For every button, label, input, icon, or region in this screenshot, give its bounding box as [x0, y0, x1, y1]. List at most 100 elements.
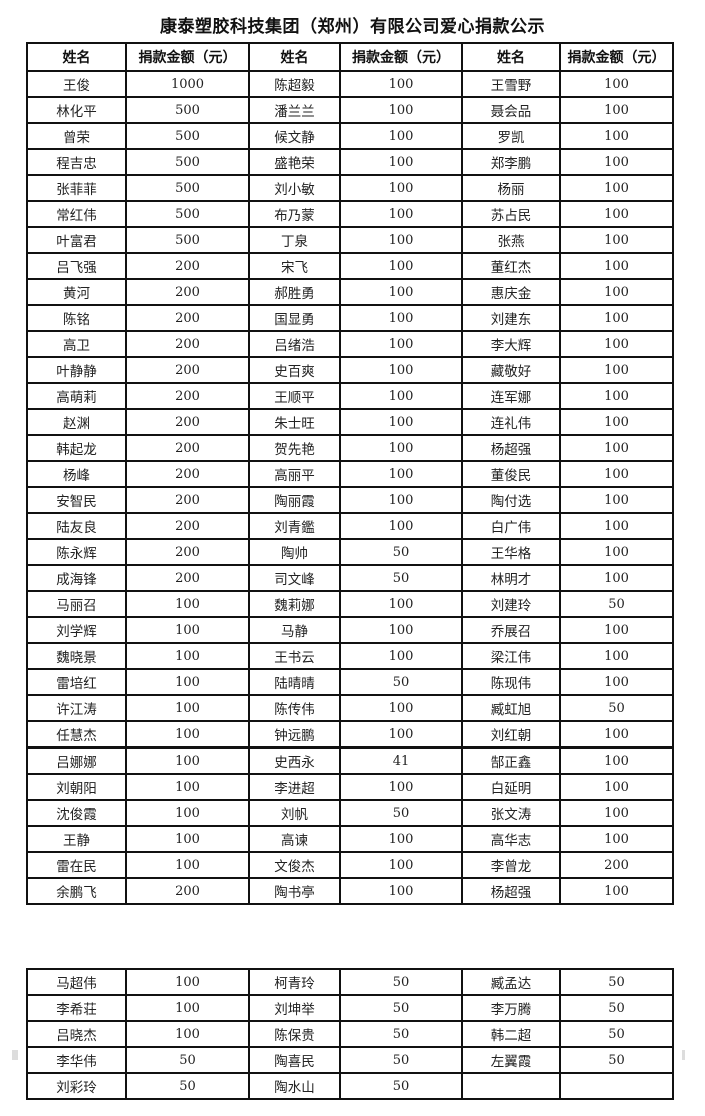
donation-amount-cell: 100 [559, 642, 674, 670]
donation-amount-cell: 100 [125, 616, 250, 644]
donor-name-cell: 王雪野 [461, 70, 561, 98]
donation-amount-cell: 100 [339, 408, 463, 436]
donation-amount-cell: 100 [559, 877, 674, 905]
donation-amount-cell: 200 [125, 486, 250, 514]
donor-name-cell: 吕绪浩 [248, 330, 341, 358]
donor-name-cell: 朱士旺 [248, 408, 341, 436]
donation-amount-cell: 200 [125, 434, 250, 462]
donor-name-cell: 藏敬好 [461, 356, 561, 384]
donation-amount-cell: 100 [339, 252, 463, 280]
donor-name-cell: 刘坤举 [248, 994, 341, 1022]
donation-amount-cell: 100 [559, 668, 674, 696]
donor-name-cell: 潘兰兰 [248, 96, 341, 124]
table-row: 王静 100 高谏 100 高华志 100 [26, 825, 674, 853]
table-row: 林化平 500 潘兰兰 100 聂会品 100 [26, 96, 674, 124]
donation-amount-cell: 100 [339, 122, 463, 150]
donor-name-cell: 文俊杰 [248, 851, 341, 879]
donation-amount-cell: 100 [339, 226, 463, 254]
donation-amount-cell: 100 [559, 148, 674, 176]
donation-amount-cell: 100 [559, 330, 674, 358]
donation-amount-cell: 50 [125, 1046, 250, 1074]
donor-name-cell: 王华格 [461, 538, 561, 566]
donor-name-cell: 张燕 [461, 226, 561, 254]
donation-amount-cell: 100 [339, 356, 463, 384]
donation-amount-cell: 100 [339, 460, 463, 488]
donation-amount-cell: 200 [125, 564, 250, 592]
donor-name-cell: 董红杰 [461, 252, 561, 280]
donor-name-cell: 马丽召 [26, 590, 127, 618]
donation-amount-cell: 50 [339, 1020, 463, 1048]
donor-name-cell: 惠庆金 [461, 278, 561, 306]
donation-amount-cell: 100 [125, 799, 250, 827]
donation-amount-cell: 100 [339, 851, 463, 879]
donor-name-cell: 杨超强 [461, 877, 561, 905]
donation-amount-cell: 200 [125, 512, 250, 540]
donor-name-cell: 王书云 [248, 642, 341, 670]
donor-name-cell: 曾荣 [26, 122, 127, 150]
table-row: 沈俊霞 100 刘帆 50 张文涛 100 [26, 799, 674, 827]
table-row: 吕晓杰 100 陈保贵 50 韩二超 50 [26, 1020, 674, 1048]
donation-amount-cell: 50 [559, 694, 674, 722]
donor-name-cell: 陆晴晴 [248, 668, 341, 696]
donor-name-cell: 陈铭 [26, 304, 127, 332]
donor-name-cell: 布乃蒙 [248, 200, 341, 228]
donor-name-cell: 陆友良 [26, 512, 127, 540]
table-row: 叶静静 200 史百爽 100 藏敬好 100 [26, 356, 674, 384]
donor-name-cell: 刘小敏 [248, 174, 341, 202]
donation-amount-cell: 100 [339, 330, 463, 358]
donation-amount-cell: 100 [339, 720, 463, 749]
donor-name-cell: 郜正鑫 [461, 746, 561, 775]
donation-amount-cell: 100 [125, 968, 250, 996]
donor-name-cell: 史西永 [248, 746, 341, 775]
donation-amount-cell: 100 [125, 825, 250, 853]
donor-name-cell: 叶富君 [26, 226, 127, 254]
donation-amount-cell: 200 [125, 252, 250, 280]
donor-name-cell: 刘建东 [461, 304, 561, 332]
donor-name-cell: 左翼霞 [461, 1046, 561, 1074]
donor-name-cell: 林明才 [461, 564, 561, 592]
donor-name-cell: 马超伟 [26, 968, 127, 996]
donation-amount-cell: 100 [559, 564, 674, 592]
donation-amount-cell: 100 [559, 460, 674, 488]
donation-amount-cell: 100 [559, 200, 674, 228]
donation-amount-cell: 100 [559, 252, 674, 280]
donor-name-cell: 刘帆 [248, 799, 341, 827]
donor-name-cell: 陈永辉 [26, 538, 127, 566]
donation-amount-cell: 500 [125, 174, 250, 202]
donation-amount-cell: 100 [339, 434, 463, 462]
donor-name-cell: 司文峰 [248, 564, 341, 592]
donor-name-cell: 魏晓景 [26, 642, 127, 670]
table-row: 许江涛 100 陈传伟 100 臧虹旭 50 [26, 694, 674, 722]
donation-amount-cell: 100 [559, 720, 674, 749]
header-name: 姓名 [26, 42, 127, 72]
donation-amount-cell: 100 [559, 382, 674, 410]
donation-amount-cell: 100 [559, 616, 674, 644]
donation-amount-cell: 50 [559, 590, 674, 618]
donation-amount-cell: 500 [125, 200, 250, 228]
donation-amount-cell: 500 [125, 96, 250, 124]
donor-name-cell: 钟远鹏 [248, 720, 341, 749]
donation-amount-cell: 100 [559, 434, 674, 462]
table-row: 张菲菲 500 刘小敏 100 杨丽 100 [26, 174, 674, 202]
donor-name-cell: 刘学辉 [26, 616, 127, 644]
donor-name-cell: 李大辉 [461, 330, 561, 358]
donation-amount-cell: 100 [125, 994, 250, 1022]
donor-name-cell: 吕晓杰 [26, 1020, 127, 1048]
donor-name-cell: 张菲菲 [26, 174, 127, 202]
donor-name-cell: 赵渊 [26, 408, 127, 436]
donor-name-cell: 董俊民 [461, 460, 561, 488]
donation-amount-cell: 100 [339, 96, 463, 124]
donation-amount-cell: 100 [125, 694, 250, 722]
donor-name-cell: 李希荘 [26, 994, 127, 1022]
donation-amount-cell: 100 [339, 694, 463, 722]
donor-name-cell: 臧虹旭 [461, 694, 561, 722]
donation-amount-cell: 100 [559, 174, 674, 202]
donor-name-cell: 丁泉 [248, 226, 341, 254]
donor-name-cell: 刘红朝 [461, 720, 561, 749]
donation-amount-cell: 100 [339, 642, 463, 670]
donation-amount-cell: 1000 [125, 70, 250, 98]
donor-name-cell: 李华伟 [26, 1046, 127, 1074]
donor-name-cell: 苏占民 [461, 200, 561, 228]
donation-amount-cell: 50 [559, 968, 674, 996]
donor-name-cell: 王顺平 [248, 382, 341, 410]
